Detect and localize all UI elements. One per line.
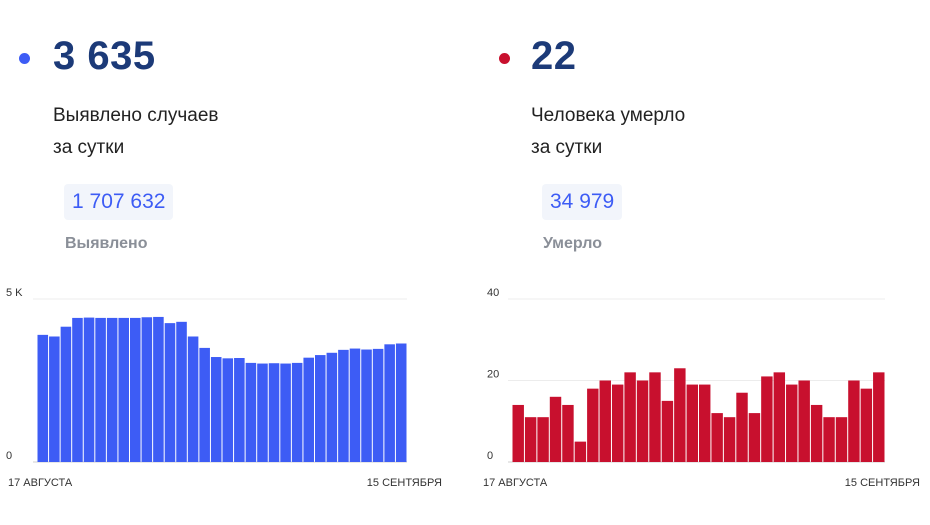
bar (587, 388, 599, 462)
bar (234, 358, 245, 462)
x-axis-start-label: 17 АВГУСТА (8, 477, 73, 489)
y-tick-label: 5 K (6, 287, 23, 299)
bar (810, 404, 823, 462)
deaths-description-line2: за сутки (531, 137, 603, 158)
x-axis-end-label: 15 СЕНТЯБРЯ (367, 477, 442, 489)
bar (537, 417, 549, 462)
bar (72, 317, 83, 462)
cases-total-label: Выявлено (65, 235, 148, 252)
bar (349, 348, 361, 462)
deaths-total-label: Умерло (543, 235, 602, 252)
bar (280, 363, 291, 462)
bar (773, 372, 786, 462)
deaths-panel: 22 Человека умерло за сутки 34 979 Умерл… (465, 0, 930, 525)
y-tick-label: 20 (487, 369, 499, 381)
bar (106, 317, 118, 462)
bar (153, 316, 164, 462)
bar (176, 321, 187, 462)
cases-panel: 3 635 Выявлено случаев за сутки 1 707 63… (6, 34, 442, 489)
bar (361, 349, 372, 462)
bar (636, 380, 649, 462)
bar (723, 417, 736, 462)
bar (661, 400, 674, 462)
bar (83, 317, 95, 462)
bar (674, 368, 686, 462)
cases-total-value: 1 707 632 (64, 184, 174, 220)
bar (118, 317, 129, 462)
x-axis-end-label: 15 СЕНТЯБРЯ (845, 477, 920, 489)
bar (562, 404, 574, 462)
bar (222, 358, 234, 462)
bar (60, 326, 72, 462)
cases-description-line1: Выявлено случаев (53, 105, 219, 126)
bar (141, 317, 153, 462)
bar (823, 417, 835, 462)
y-tick-label: 40 (487, 287, 499, 299)
deaths-description-line1: Человека умерло (531, 105, 686, 126)
bar (37, 334, 49, 462)
bar (848, 380, 860, 462)
bar (649, 372, 661, 462)
bar (512, 404, 524, 462)
bar (624, 372, 636, 462)
cases-daily-value: 3 635 (53, 34, 156, 78)
deaths-total-value: 34 979 (542, 184, 623, 220)
bar (303, 357, 314, 462)
y-tick-label: 0 (487, 450, 493, 462)
bar (611, 384, 624, 462)
bar (164, 323, 176, 462)
bar (338, 349, 349, 462)
bar (574, 441, 587, 462)
bar (761, 376, 773, 462)
deaths-dot-icon (499, 53, 510, 64)
bar (786, 384, 798, 462)
bar (326, 352, 338, 462)
bar (395, 343, 407, 462)
bar (748, 413, 761, 462)
bar (291, 362, 303, 462)
x-axis-start-label: 17 АВГУСТА (483, 477, 548, 489)
bar (384, 344, 395, 462)
deaths-description: Человека умерло за сутки (531, 100, 685, 164)
bar (873, 372, 885, 462)
bar (315, 355, 326, 462)
bar (199, 347, 210, 462)
bar (245, 362, 257, 462)
bar (686, 384, 698, 462)
bar (49, 336, 60, 462)
bar (736, 392, 748, 462)
bar (130, 317, 141, 462)
deaths-bar-chart: 0 20 40 17 АВГУСТА 15 СЕНТЯБРЯ (483, 287, 920, 489)
bar (860, 388, 873, 462)
y-tick-label: 0 (6, 450, 12, 462)
bar (549, 396, 562, 462)
bar (599, 380, 611, 462)
cases-description-line2: за сутки (53, 137, 125, 158)
bar (187, 336, 199, 462)
bar (95, 317, 106, 462)
bar (257, 363, 268, 462)
cases-bar-chart: 0 5 K 17 АВГУСТА 15 СЕНТЯБРЯ (6, 287, 442, 489)
bar (268, 363, 280, 462)
cases-description: Выявлено случаев за сутки (53, 100, 218, 164)
bar (711, 413, 723, 462)
bar (798, 380, 810, 462)
bar (699, 384, 711, 462)
deaths-daily-value: 22 (531, 34, 577, 78)
bar (372, 348, 384, 462)
bar (210, 357, 222, 462)
bar (835, 417, 848, 462)
cases-dot-icon (19, 53, 30, 64)
bar (524, 417, 537, 462)
